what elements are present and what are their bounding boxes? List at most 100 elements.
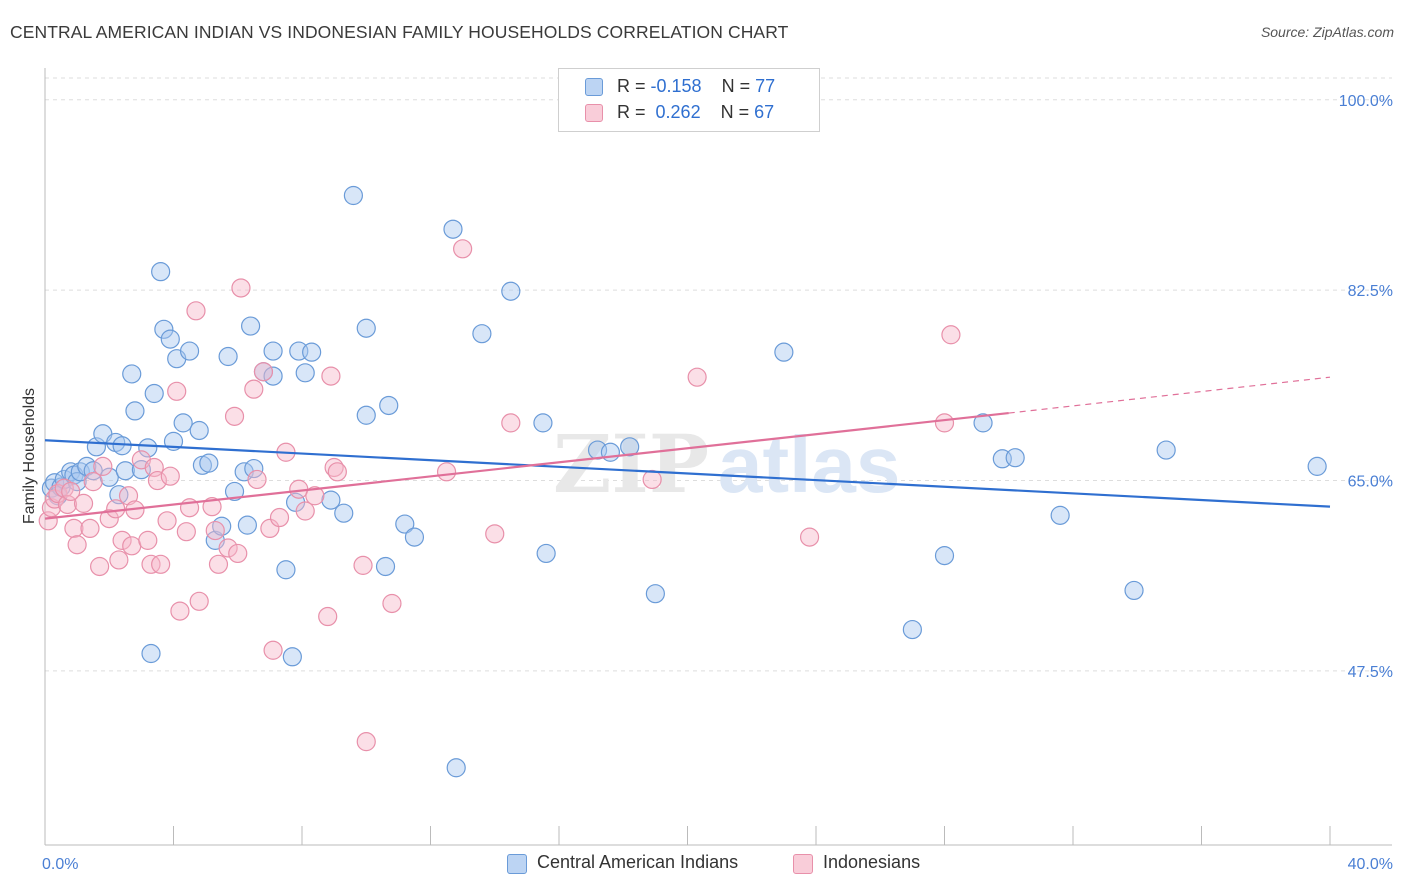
data-point-central-american-indians [446,758,466,778]
x-tick-label: 40.0% [1348,856,1393,873]
data-point-indonesians [205,520,225,541]
bottom-legend-label: Central American Indians [537,852,739,872]
data-point-indonesians [485,524,505,544]
data-point-central-american-indians [224,481,245,502]
data-point-central-american-indians [536,543,556,564]
data-point-indonesians [202,497,222,517]
data-point-indonesians [305,486,325,506]
legend-swatch-blue [585,78,603,96]
data-point-central-american-indians [122,364,142,384]
axes [44,68,1392,846]
data-point-indonesians [269,507,290,528]
data-point-indonesians [260,518,280,539]
bottom-legend-label: Indonesians [823,852,921,872]
data-point-indonesians [186,301,206,321]
data-point-indonesians [167,381,187,401]
data-point-indonesians [147,470,168,491]
legend: R = -0.158 N = 77 R = 0.262 N = 67 [558,68,820,132]
data-point-indonesians [189,591,209,611]
data-point-central-american-indians [356,318,376,338]
series-central-american-indians [41,185,1327,778]
data-point-indonesians [141,554,161,574]
data-point-central-american-indians [199,453,219,473]
data-point-central-american-indians [902,619,922,640]
data-point-indonesians [253,362,274,382]
grid-lines [45,77,1392,672]
y-tick-label: 82.5% [1348,283,1393,300]
data-point-indonesians [941,325,961,345]
data-point-indonesians [112,530,132,550]
data-point-indonesians [83,472,103,492]
data-point-central-american-indians [144,383,164,404]
data-point-central-american-indians [276,560,296,580]
legend-n-value: 77 [755,76,776,96]
data-point-central-american-indians [1124,580,1144,601]
data-point-central-american-indians [934,546,955,566]
data-point-indonesians [208,554,229,574]
data-point-indonesians [138,530,158,550]
legend-n-label: N = [720,102,750,122]
data-point-indonesians [318,606,338,627]
data-point-central-american-indians [334,503,354,523]
data-point-indonesians [90,556,110,577]
data-point-indonesians [45,489,65,509]
data-point-central-american-indians [189,420,209,441]
data-point-indonesians [67,535,87,555]
data-point-indonesians [157,511,177,531]
data-point-central-american-indians [404,527,425,547]
watermark-zip: ZIP [553,417,709,511]
data-point-central-american-indians [501,281,521,301]
watermark-atlas: atlas [718,420,900,509]
data-point-central-american-indians [395,514,415,534]
data-point-indonesians [231,278,251,298]
y-tick-label: 100.0% [1339,93,1393,110]
data-point-central-american-indians [321,490,341,510]
data-point-indonesians [64,518,84,539]
data-point-central-american-indians [443,219,463,239]
data-point-indonesians [151,554,171,574]
data-point-central-american-indians [600,442,621,462]
x-tick-labels: 0.0% 40.0% [42,856,1393,873]
x-tick-label: 0.0% [42,856,78,873]
data-point-central-american-indians [109,485,129,505]
data-point-central-american-indians [138,438,158,458]
data-point-indonesians [453,239,473,259]
data-point-indonesians [934,413,955,433]
data-point-indonesians [80,518,100,539]
trend-line-indonesians-extrapolated [1008,376,1331,414]
bottom-legend-swatch-blue [507,854,527,874]
data-point-indonesians [170,601,190,621]
y-tick-label: 47.5% [1348,664,1393,681]
data-point-indonesians [224,406,245,426]
data-point-indonesians [642,469,662,490]
legend-r-value: 0.262 [655,102,701,122]
data-point-central-american-indians [375,556,396,577]
data-point-central-american-indians [620,437,640,457]
data-point-central-american-indians [1307,456,1327,476]
data-point-central-american-indians [173,413,193,433]
data-point-central-american-indians [379,395,399,416]
data-point-central-american-indians [99,467,119,487]
series-indonesians [38,239,961,752]
data-point-indonesians [176,522,196,542]
data-point-central-american-indians [154,319,174,339]
data-point-indonesians [799,527,820,547]
bottom-legend-swatch-pink [793,854,813,874]
data-point-central-american-indians [179,341,200,361]
source-label: Source: ZipAtlas.com [1260,24,1394,40]
data-point-central-american-indians [302,342,322,362]
trend-lines [44,376,1331,520]
data-point-indonesians [228,543,248,564]
data-point-indonesians [327,462,347,482]
data-point-indonesians [118,486,139,506]
legend-n-label: N = [721,76,751,96]
data-point-indonesians [160,466,180,486]
data-point-central-american-indians [115,461,135,481]
data-point-indonesians [93,456,113,476]
data-point-indonesians [295,501,315,521]
data-point-central-american-indians [295,363,315,383]
data-point-central-american-indians [282,647,302,667]
data-point-central-american-indians [645,584,665,604]
data-point-central-american-indians [343,185,363,206]
